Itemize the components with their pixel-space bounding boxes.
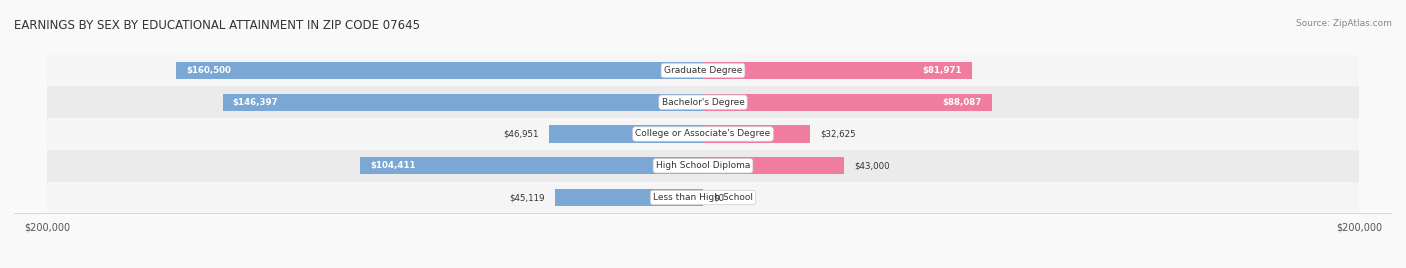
Bar xyxy=(703,125,810,143)
Text: $160,500: $160,500 xyxy=(186,66,231,75)
Text: Source: ZipAtlas.com: Source: ZipAtlas.com xyxy=(1296,19,1392,28)
Text: $81,971: $81,971 xyxy=(922,66,962,75)
Text: $0: $0 xyxy=(713,193,724,202)
Bar xyxy=(46,182,1360,213)
Text: High School Diploma: High School Diploma xyxy=(655,161,751,170)
Bar xyxy=(703,94,993,111)
Text: $45,119: $45,119 xyxy=(509,193,546,202)
Text: $43,000: $43,000 xyxy=(853,161,890,170)
Bar xyxy=(548,125,703,143)
Text: $88,087: $88,087 xyxy=(943,98,983,107)
Bar xyxy=(46,118,1360,150)
Text: Graduate Degree: Graduate Degree xyxy=(664,66,742,75)
Text: College or Associate's Degree: College or Associate's Degree xyxy=(636,129,770,139)
Text: Less than High School: Less than High School xyxy=(652,193,754,202)
Text: $104,411: $104,411 xyxy=(370,161,416,170)
Text: EARNINGS BY SEX BY EDUCATIONAL ATTAINMENT IN ZIP CODE 07645: EARNINGS BY SEX BY EDUCATIONAL ATTAINMEN… xyxy=(14,19,420,32)
Text: $146,397: $146,397 xyxy=(232,98,278,107)
Bar xyxy=(222,94,703,111)
Text: Bachelor's Degree: Bachelor's Degree xyxy=(662,98,744,107)
Bar xyxy=(703,157,844,174)
Bar xyxy=(703,62,972,79)
Text: $32,625: $32,625 xyxy=(820,129,855,139)
Bar xyxy=(46,150,1360,182)
Bar xyxy=(360,157,703,174)
Bar xyxy=(176,62,703,79)
Bar xyxy=(46,86,1360,118)
Text: $46,951: $46,951 xyxy=(503,129,538,139)
Bar xyxy=(555,189,703,206)
Bar xyxy=(46,55,1360,86)
